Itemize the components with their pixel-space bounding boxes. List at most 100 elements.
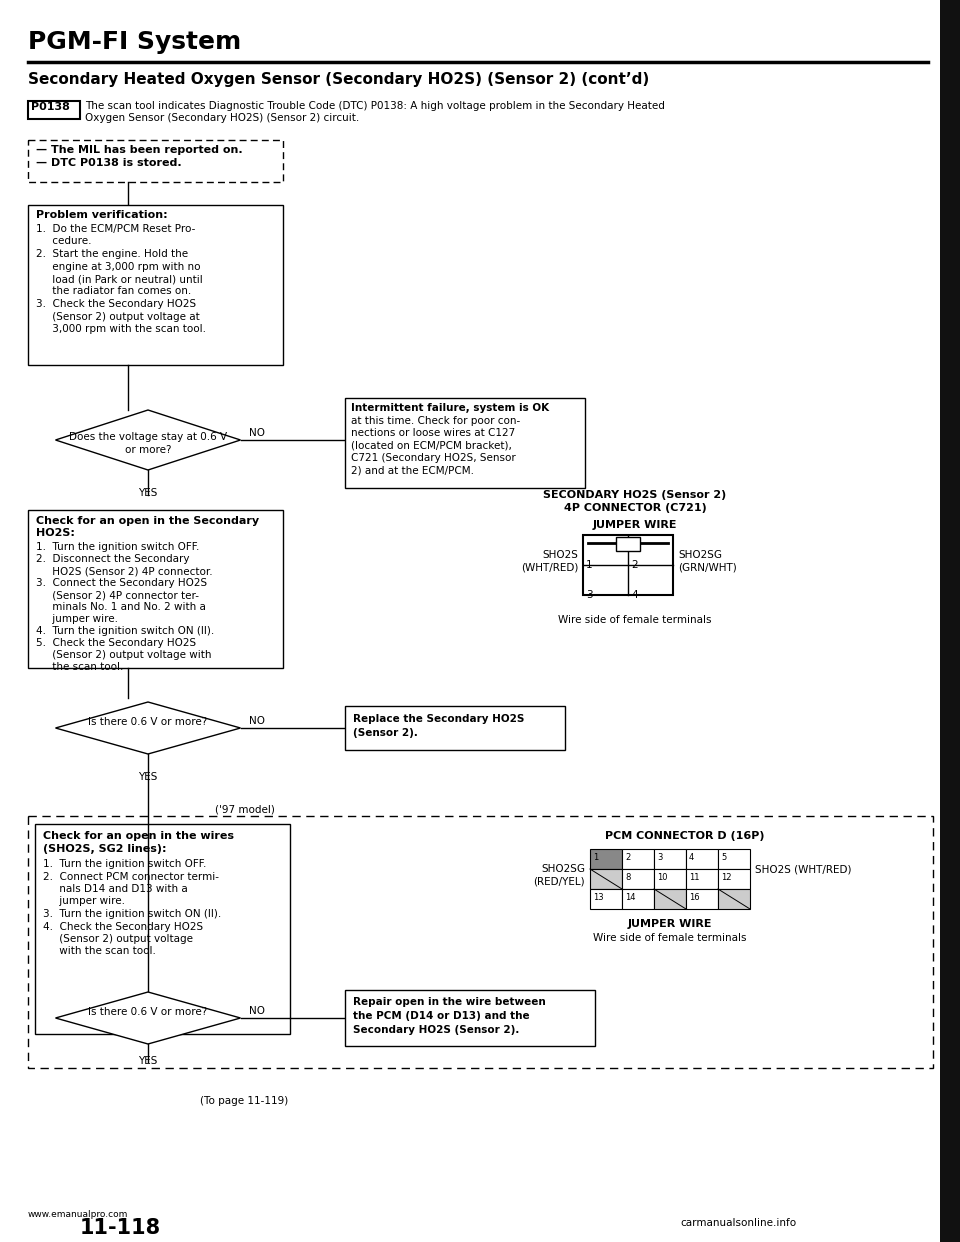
Text: the radiator fan comes on.: the radiator fan comes on. [36, 287, 191, 297]
Text: 14: 14 [625, 893, 636, 902]
Text: HO2S (Sensor 2) 4P connector.: HO2S (Sensor 2) 4P connector. [36, 566, 212, 576]
Text: Oxygen Sensor (Secondary HO2S) (Sensor 2) circuit.: Oxygen Sensor (Secondary HO2S) (Sensor 2… [85, 113, 359, 123]
Text: 16: 16 [689, 893, 700, 902]
Text: 11: 11 [689, 873, 700, 882]
Text: 4: 4 [631, 590, 637, 600]
Bar [718, 850, 750, 869]
Text: Check for an open in the Secondary: Check for an open in the Secondary [36, 515, 259, 527]
Bar [654, 869, 686, 889]
Text: Is there 0.6 V or more?: Is there 0.6 V or more? [88, 717, 207, 727]
Text: JUMPER WIRE: JUMPER WIRE [628, 919, 712, 929]
Text: 3.  Connect the Secondary HO2S: 3. Connect the Secondary HO2S [36, 578, 207, 587]
Text: (located on ECM/PCM bracket),: (located on ECM/PCM bracket), [351, 441, 512, 451]
Text: nections or loose wires at C127: nections or loose wires at C127 [351, 428, 516, 438]
Text: Problem verification:: Problem verification: [36, 210, 168, 220]
Bar [654, 889, 686, 909]
Bar [940, 0, 960, 1242]
Text: SHO2SG: SHO2SG [678, 550, 722, 560]
Bar [686, 869, 718, 889]
Bar [590, 869, 622, 889]
Text: NO: NO [249, 1006, 265, 1016]
Text: 12: 12 [721, 873, 732, 882]
Text: 1.  Do the ECM/PCM Reset Pro-: 1. Do the ECM/PCM Reset Pro- [36, 224, 196, 233]
Text: SECONDARY HO2S (Sensor 2): SECONDARY HO2S (Sensor 2) [543, 491, 727, 501]
Text: Check for an open in the wires: Check for an open in the wires [43, 831, 234, 841]
Text: SHO2SG: SHO2SG [541, 864, 585, 874]
Text: or more?: or more? [125, 445, 171, 455]
Text: 11-118: 11-118 [80, 1218, 161, 1238]
Text: YES: YES [138, 1056, 157, 1066]
Text: at this time. Check for poor con-: at this time. Check for poor con- [351, 416, 520, 426]
Text: 2) and at the ECM/PCM.: 2) and at the ECM/PCM. [351, 466, 474, 476]
Text: 3.  Turn the ignition switch ON (II).: 3. Turn the ignition switch ON (II). [43, 909, 221, 919]
Text: Is there 0.6 V or more?: Is there 0.6 V or more? [88, 1007, 207, 1017]
Bar [622, 850, 654, 869]
Bar [28, 101, 80, 119]
Text: (Sensor 2) output voltage at: (Sensor 2) output voltage at [36, 312, 200, 322]
Text: (Sensor 2) output voltage with: (Sensor 2) output voltage with [36, 650, 211, 660]
Text: JUMPER WIRE: JUMPER WIRE [592, 520, 677, 530]
Text: P0138: P0138 [31, 102, 70, 112]
Text: (GRN/WHT): (GRN/WHT) [678, 561, 736, 573]
Text: cedure.: cedure. [36, 236, 91, 246]
Text: (SHO2S, SG2 lines):: (SHO2S, SG2 lines): [43, 845, 166, 854]
Text: Wire side of female terminals: Wire side of female terminals [559, 615, 711, 625]
Text: 4.  Check the Secondary HO2S: 4. Check the Secondary HO2S [43, 922, 204, 932]
Text: ('97 model): ('97 model) [215, 804, 275, 814]
Bar [718, 869, 750, 889]
Text: nals D14 and D13 with a: nals D14 and D13 with a [43, 884, 188, 894]
Text: Does the voltage stay at 0.6 V: Does the voltage stay at 0.6 V [69, 432, 228, 442]
Text: (RED/YEL): (RED/YEL) [534, 877, 585, 887]
Bar [622, 889, 654, 909]
Text: The scan tool indicates Diagnostic Trouble Code (DTC) P0138: A high voltage prob: The scan tool indicates Diagnostic Troub… [85, 101, 665, 111]
Text: 8: 8 [625, 873, 631, 882]
Text: (WHT/RED): (WHT/RED) [520, 561, 578, 573]
Bar [583, 535, 673, 595]
Text: — The MIL has been reported on.: — The MIL has been reported on. [36, 145, 243, 155]
Bar [718, 889, 750, 909]
Text: 2: 2 [631, 560, 637, 570]
Text: PGM-FI System: PGM-FI System [28, 30, 241, 53]
Text: Intermittent failure, system is OK: Intermittent failure, system is OK [351, 402, 549, 414]
Polygon shape [56, 992, 241, 1045]
Text: (Sensor 2).: (Sensor 2). [353, 728, 418, 738]
Text: 3: 3 [586, 590, 592, 600]
Text: 2: 2 [625, 853, 631, 862]
Bar [28, 816, 933, 1068]
Bar [622, 869, 654, 889]
Text: Secondary Heated Oxygen Sensor (Secondary HO2S) (Sensor 2) (cont’d): Secondary Heated Oxygen Sensor (Secondar… [28, 72, 649, 87]
Text: the PCM (D14 or D13) and the: the PCM (D14 or D13) and the [353, 1011, 530, 1021]
Text: SHO2S (WHT/RED): SHO2S (WHT/RED) [755, 864, 852, 874]
Text: (Sensor 2) output voltage: (Sensor 2) output voltage [43, 934, 193, 944]
Text: YES: YES [138, 773, 157, 782]
Text: Replace the Secondary HO2S: Replace the Secondary HO2S [353, 714, 524, 724]
Text: Secondary HO2S (Sensor 2).: Secondary HO2S (Sensor 2). [353, 1025, 519, 1035]
Text: 3: 3 [657, 853, 662, 862]
Text: (To page 11-119): (To page 11-119) [200, 1095, 288, 1105]
Text: SHO2S: SHO2S [542, 550, 578, 560]
Text: engine at 3,000 rpm with no: engine at 3,000 rpm with no [36, 262, 201, 272]
Text: jumper wire.: jumper wire. [43, 897, 125, 907]
Text: (Sensor 2) 4P connector ter-: (Sensor 2) 4P connector ter- [36, 590, 199, 600]
Text: 1: 1 [593, 853, 598, 862]
Text: 2.  Start the engine. Hold the: 2. Start the engine. Hold the [36, 248, 188, 260]
Text: 1: 1 [586, 560, 592, 570]
Text: 4P CONNECTOR (C721): 4P CONNECTOR (C721) [564, 503, 707, 513]
Text: www.emanualpro.com: www.emanualpro.com [28, 1210, 129, 1218]
Text: Repair open in the wire between: Repair open in the wire between [353, 997, 545, 1007]
Bar [35, 823, 290, 1035]
Text: PCM CONNECTOR D (16P): PCM CONNECTOR D (16P) [605, 831, 765, 841]
Text: 4: 4 [689, 853, 694, 862]
Bar [28, 205, 283, 365]
Bar [590, 850, 622, 869]
Bar [686, 889, 718, 909]
Bar [654, 850, 686, 869]
Text: 3.  Check the Secondary HO2S: 3. Check the Secondary HO2S [36, 299, 196, 309]
Text: C721 (Secondary HO2S, Sensor: C721 (Secondary HO2S, Sensor [351, 453, 516, 463]
Bar [28, 140, 283, 183]
Text: NO: NO [249, 715, 265, 727]
Text: jumper wire.: jumper wire. [36, 614, 118, 623]
Text: 2.  Disconnect the Secondary: 2. Disconnect the Secondary [36, 554, 189, 564]
Text: load (in Park or neutral) until: load (in Park or neutral) until [36, 274, 203, 284]
Bar [345, 397, 585, 488]
